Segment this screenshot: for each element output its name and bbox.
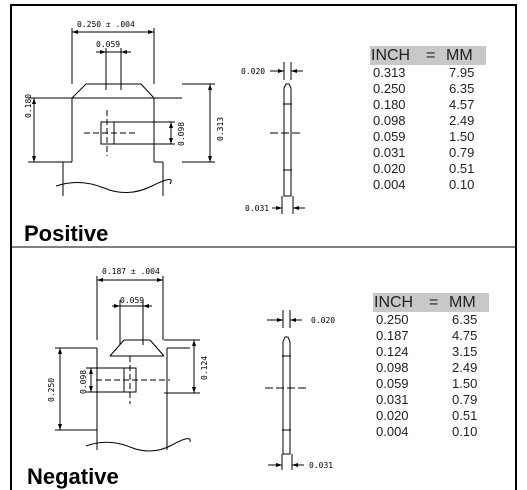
negative-conversion-table: INCH = MM 0.250 6.35 0.187 4.75 0.124 3.15 … [373,293,489,440]
header-mm: MM [446,47,473,64]
table-row: 0.187 4.75 [376,328,478,343]
positive-side-view [270,62,305,214]
pos-dim-left: 0.180 [24,94,33,118]
pos-dim-right-inner: 0.098 [177,122,186,146]
positive-conversion-table: INCH = MM 0.313 7.95 0.250 6.35 0.180 4.57 … [370,46,486,193]
table-header: INCH = MM [373,293,489,312]
negative-title: Negative [27,464,119,489]
neg-dim-left-inner: 0.098 [79,370,88,394]
table-row: 0.250 6.35 [376,312,478,327]
pos-dim-thickness-top: 0.020 [241,67,265,76]
positive-front-view [28,28,215,196]
pos-dim-inner: 0.059 [96,40,120,49]
negative-front-view [55,276,200,452]
pos-dim-right-outer: 0.313 [216,117,225,141]
table-row: 0.031 0.79 [373,145,475,160]
table-row: 0.020 0.51 [376,408,478,423]
positive-title: Positive [24,221,109,246]
header-inch: INCH [371,47,411,64]
table-row: 0.059 1.50 [373,129,475,144]
neg-dim-left-outer: 0.250 [47,378,56,402]
header-mm: MM [449,294,476,311]
table-row: 0.020 0.51 [373,161,475,176]
neg-dim-right: 0.124 [200,356,209,380]
table-row: 0.180 4.57 [373,97,475,112]
table-header: INCH = MM [370,46,486,65]
header-inch: INCH [374,294,414,311]
header-equals: = [426,47,436,64]
neg-dim-thickness-top: 0.020 [311,316,335,325]
neg-dim-overall: 0.187 ± .004 [102,267,160,276]
negative-side-view [265,310,308,470]
table-row: 0.059 1.50 [376,376,478,391]
table-row: 0.098 2.49 [376,360,478,375]
table-row: 0.124 3.15 [376,344,478,359]
pos-dim-thickness-bottom: 0.031 [245,204,269,213]
table-row: 0.313 7.95 [373,65,475,80]
table-row: 0.004 0.10 [376,424,478,439]
header-equals: = [429,294,439,311]
table-row: 0.098 2.49 [373,113,475,128]
pos-dim-overall: 0.250 ± .004 [77,20,135,29]
neg-dim-inner: 0.059 [120,296,144,305]
neg-dim-thickness-bottom: 0.031 [309,461,333,470]
table-row: 0.250 6.35 [373,81,475,96]
table-row: 0.031 0.79 [376,392,478,407]
table-row: 0.004 0.10 [373,177,475,192]
